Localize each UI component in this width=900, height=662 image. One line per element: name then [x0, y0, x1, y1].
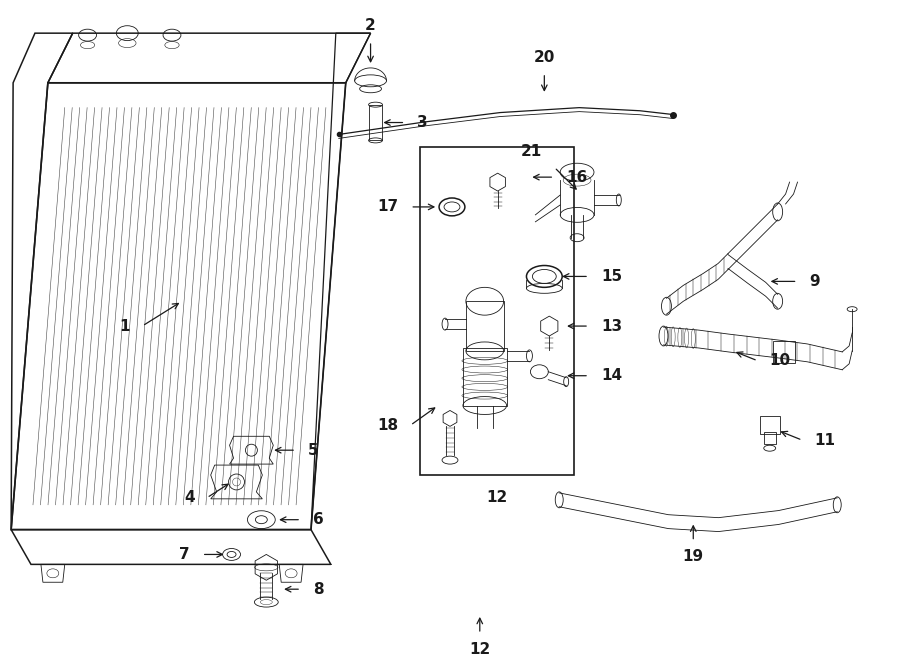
Text: 14: 14	[601, 368, 622, 383]
Text: 12: 12	[487, 490, 508, 505]
Text: 10: 10	[770, 354, 791, 368]
Bar	[466, 301, 504, 351]
Text: 18: 18	[377, 418, 399, 433]
Bar	[369, 105, 382, 140]
Text: 7: 7	[179, 547, 190, 562]
Text: 9: 9	[809, 274, 820, 289]
Text: 13: 13	[601, 318, 622, 334]
Bar	[420, 148, 574, 475]
Text: 20: 20	[534, 50, 555, 65]
Text: 15: 15	[601, 269, 622, 284]
Text: 6: 6	[313, 512, 324, 527]
Text: 12: 12	[469, 642, 491, 657]
Text: 17: 17	[377, 199, 399, 214]
Text: 4: 4	[184, 491, 194, 505]
Text: 21: 21	[521, 144, 543, 160]
Text: 16: 16	[566, 169, 588, 185]
Bar	[760, 416, 779, 434]
Text: 19: 19	[683, 549, 704, 565]
Text: 11: 11	[814, 433, 835, 448]
Bar	[764, 432, 776, 444]
Bar	[773, 341, 795, 363]
Text: 8: 8	[313, 582, 324, 596]
Text: 2: 2	[365, 18, 376, 33]
Bar	[463, 348, 507, 406]
Text: 3: 3	[418, 115, 428, 130]
Text: 5: 5	[308, 443, 319, 457]
Text: 1: 1	[120, 318, 130, 334]
